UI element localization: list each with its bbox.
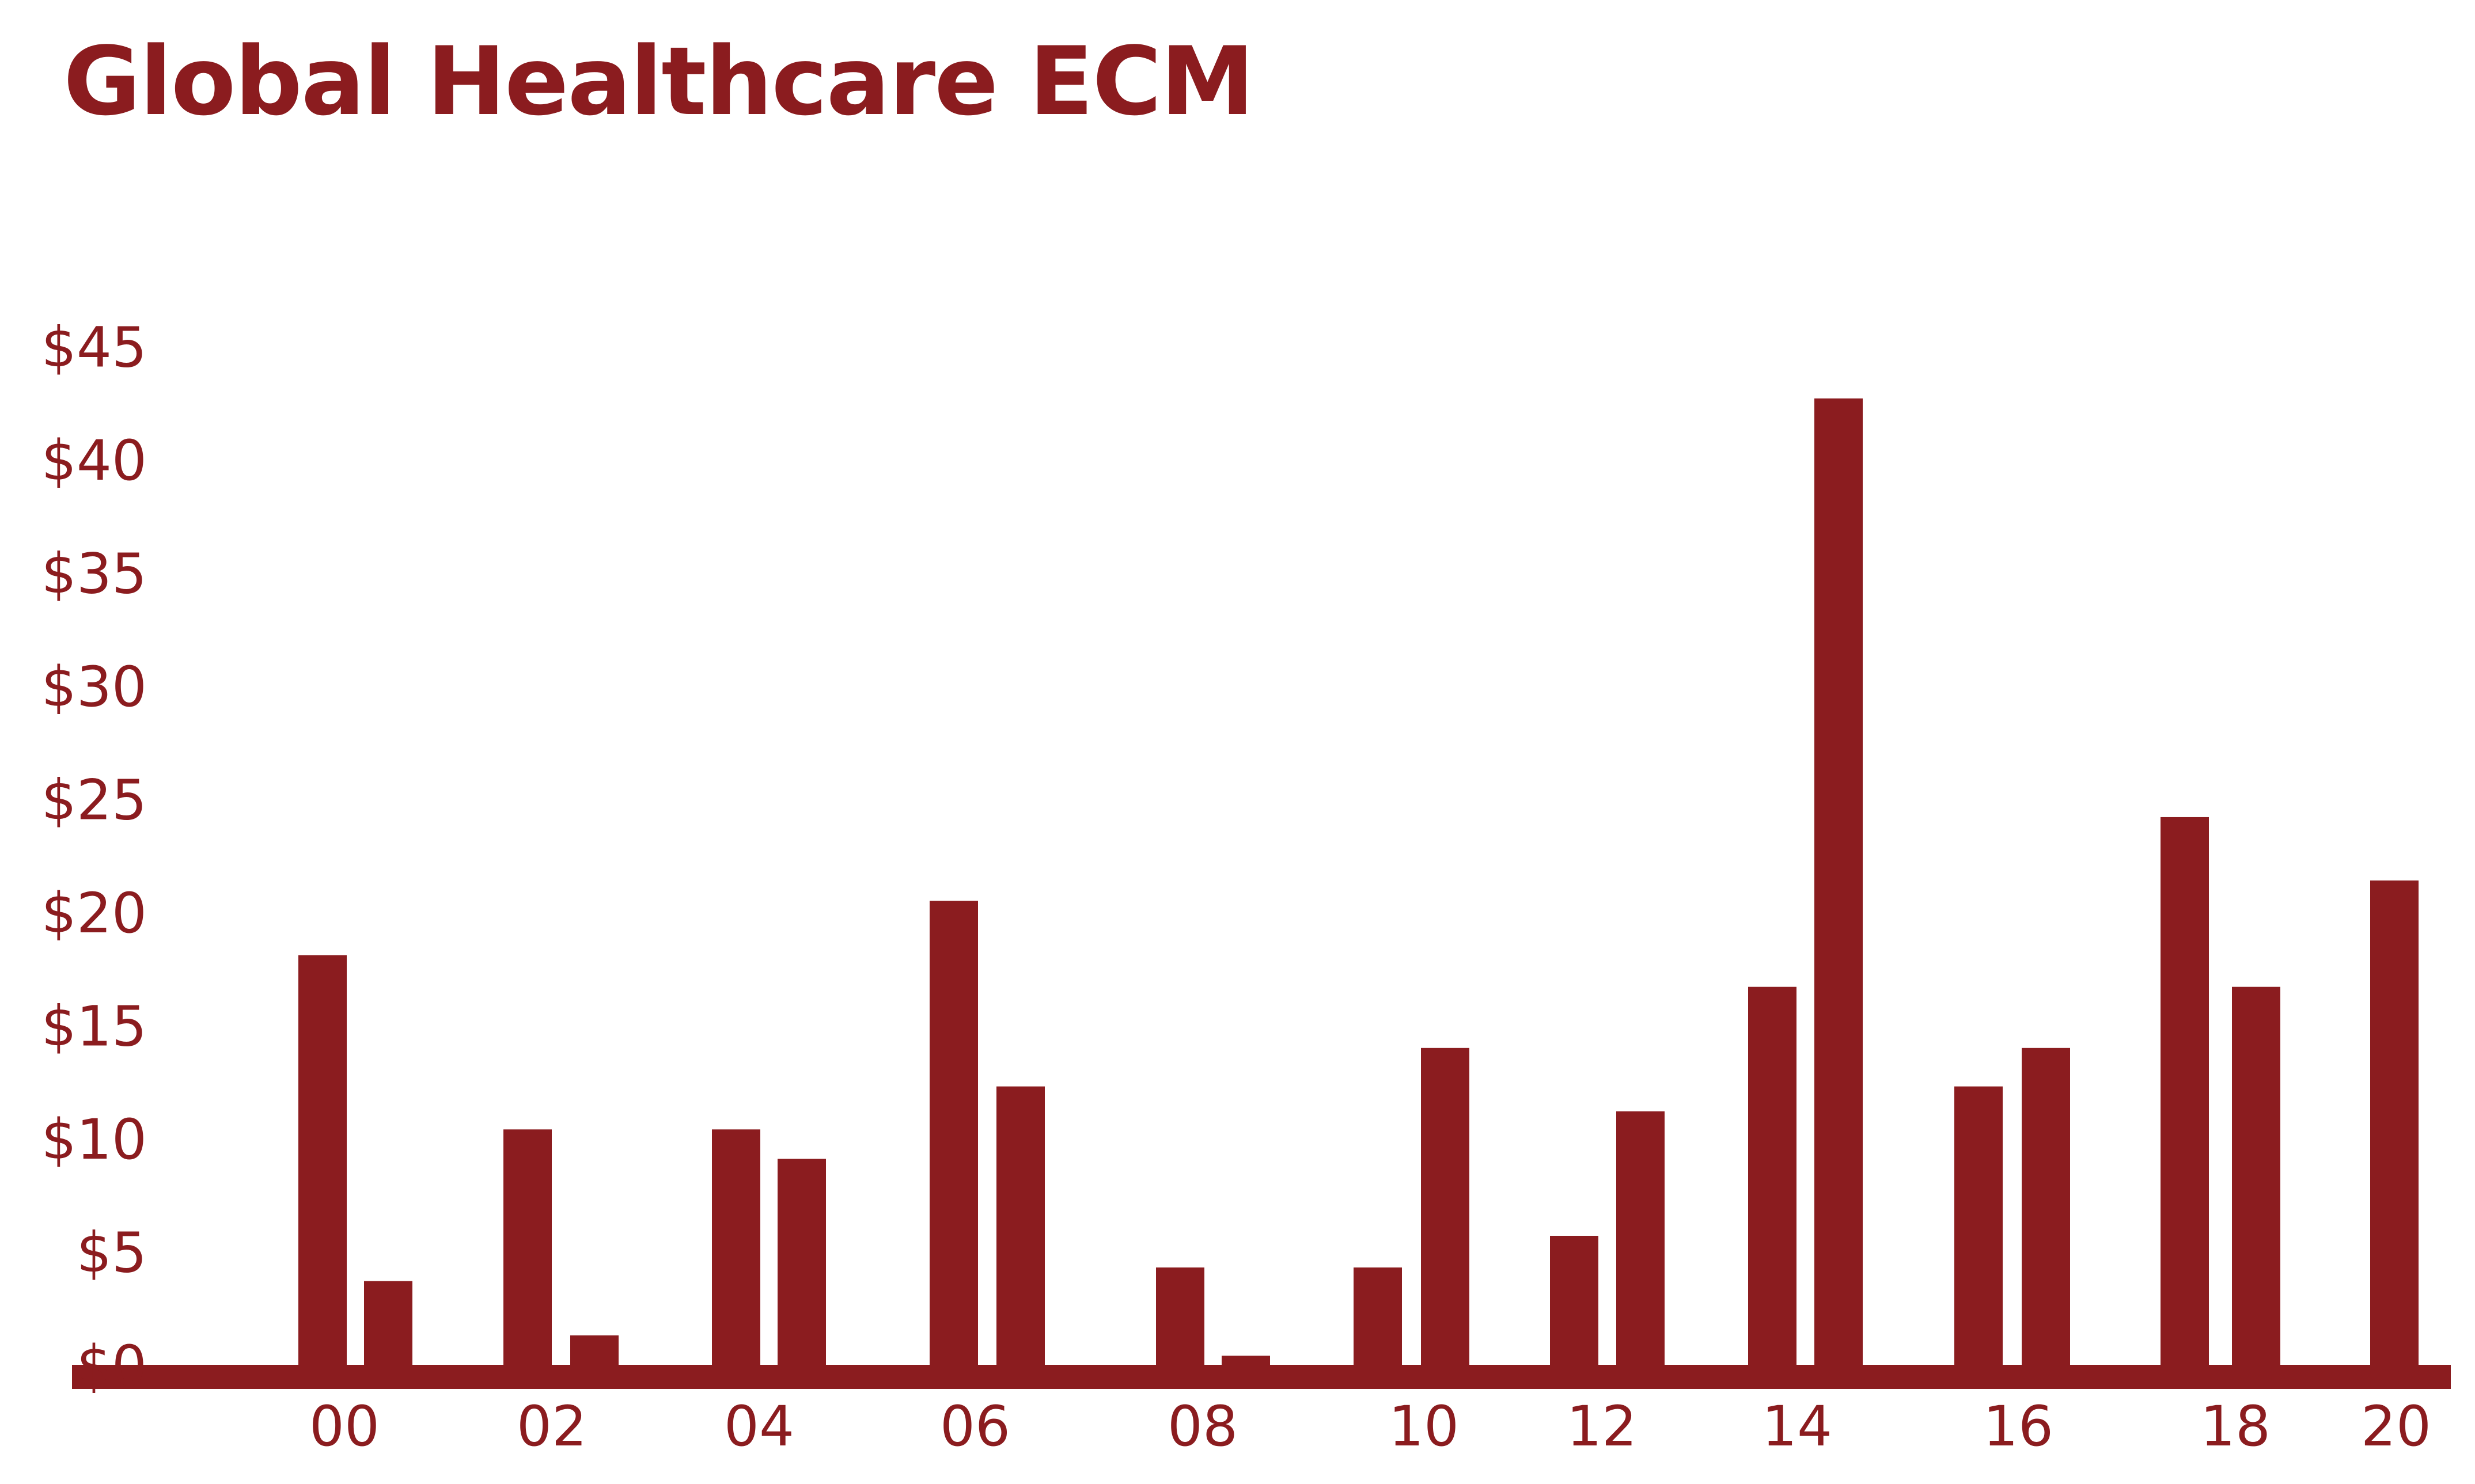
x-tick-label: 06 [940, 1394, 1010, 1459]
bar-08 [1156, 1267, 1204, 1365]
bar-15 [1814, 398, 1863, 1365]
bar-19 [2232, 986, 2280, 1365]
y-tick-label: $35 [41, 542, 147, 606]
x-axis-tick-labels: 00 02 04 06 08 10 12 14 16 18 20 [309, 1394, 2431, 1459]
x-tick-label: 16 [1983, 1394, 2053, 1459]
bar-03 [570, 1335, 619, 1365]
bar-09 [1222, 1356, 1270, 1365]
y-tick-label: $25 [41, 768, 147, 833]
bar-02 [503, 1129, 552, 1365]
bar-13 [1616, 1111, 1665, 1365]
y-tick-label: $20 [41, 881, 147, 946]
bar-17 [2022, 1047, 2070, 1365]
x-tick-label: 12 [1567, 1394, 1637, 1459]
y-tick-label: $15 [41, 995, 147, 1059]
x-tick-label: 00 [309, 1394, 380, 1459]
bar-14 [1748, 986, 1796, 1365]
chart-title: Global Healthcare ECM [63, 26, 1254, 136]
bar-01 [364, 1281, 412, 1365]
x-axis-line [72, 1365, 2451, 1389]
y-tick-label: $30 [41, 655, 147, 719]
y-tick-label: $45 [41, 316, 147, 380]
bar-12 [1550, 1235, 1598, 1365]
x-tick-label: 04 [724, 1394, 794, 1459]
bar-07 [996, 1086, 1045, 1365]
y-tick-label: $0 [77, 1334, 147, 1398]
x-tick-label: 18 [2200, 1394, 2271, 1459]
bars-group [298, 398, 2419, 1365]
bar-16 [1954, 1086, 2003, 1365]
bar-20 [2370, 880, 2419, 1365]
bar-04 [712, 1129, 760, 1365]
y-axis-tick-labels: $0 $5 $10 $15 $20 $25 $30 $35 $40 $45 [41, 316, 147, 1399]
y-tick-label: $5 [77, 1221, 147, 1285]
bar-05 [778, 1159, 826, 1365]
bar-10 [1354, 1267, 1402, 1365]
bar-06 [930, 901, 978, 1365]
y-tick-label: $40 [41, 428, 147, 493]
bar-11 [1421, 1047, 1469, 1365]
x-axis [72, 1365, 2451, 1389]
bar-00 [298, 955, 347, 1365]
y-tick-label: $10 [41, 1107, 147, 1172]
x-tick-label: 20 [2361, 1394, 2431, 1459]
x-tick-label: 10 [1389, 1394, 1459, 1459]
x-tick-label: 02 [517, 1394, 587, 1459]
bar-18 [2161, 817, 2209, 1365]
x-tick-label: 14 [1762, 1394, 1832, 1459]
x-tick-label: 08 [1168, 1394, 1238, 1459]
